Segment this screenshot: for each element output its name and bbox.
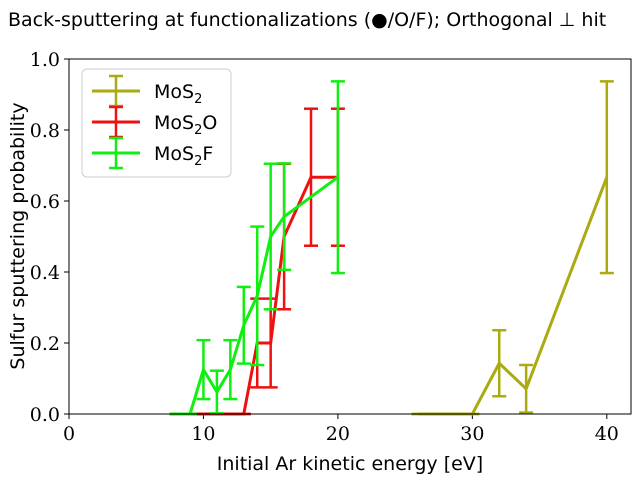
x-tick-label-3: 30: [460, 423, 484, 445]
legend: MoS2 MoS2O MoS2F: [81, 68, 232, 178]
legend-box: [81, 68, 232, 178]
plot-frame: [68, 58, 632, 415]
axis-ticks: 0 10 20 30 40 0.0 0.2 0.4 0.6 0.8 1.0: [30, 49, 619, 445]
y-tick-label-4: 0.8: [30, 120, 60, 142]
y-tick-label-3: 0.6: [30, 191, 60, 213]
series-line-MoS2F: [176, 176, 339, 416]
y-tick-label-5: 1.0: [30, 49, 60, 71]
x-axis-label: Initial Ar kinetic energy [eV]: [217, 453, 483, 475]
y-tick-label-0: 0.0: [30, 404, 60, 426]
plot-series: [169, 80, 614, 416]
x-tick-label-1: 10: [191, 423, 215, 445]
legend-item-MoS2F: MoS2F: [92, 136, 213, 170]
x-tick-label-4: 40: [595, 423, 619, 445]
series-MoS2: [411, 80, 614, 416]
chart-title: Back-sputtering at functionalizations (●…: [8, 9, 606, 31]
x-tick-label-0: 0: [63, 423, 75, 445]
y-tick-label-2: 0.4: [30, 262, 60, 284]
x-tick-label-2: 20: [326, 423, 350, 445]
legend-label-MoS2: MoS2: [154, 81, 202, 107]
y-axis-label: Sulfur sputtering probability: [7, 102, 29, 369]
legend-label-MoS2F: MoS2F: [154, 143, 213, 169]
series-line-MoS2: [418, 176, 609, 416]
legend-label-MoS2O: MoS2O: [154, 112, 217, 138]
legend-item-MoS2O: MoS2O: [92, 105, 217, 139]
y-tick-label-1: 0.2: [30, 333, 60, 355]
